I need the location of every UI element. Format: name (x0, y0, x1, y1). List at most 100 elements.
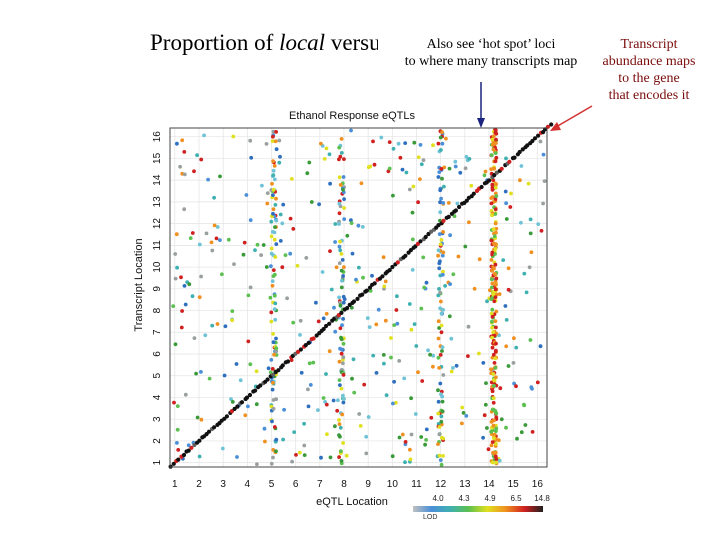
eqtl-point (439, 238, 444, 242)
eqtl-point (270, 139, 275, 144)
eqtl-point (255, 462, 259, 467)
eqtl-point (259, 253, 263, 257)
local-eqtl-point (280, 363, 285, 368)
eqtl-point (319, 455, 323, 460)
hotspot-arrow-head (477, 118, 485, 128)
eqtl-point (467, 220, 471, 225)
colorbar-tick: 4.3 (458, 494, 470, 503)
local-eqtl-point (517, 149, 522, 155)
eqtl-point (339, 351, 344, 356)
eqtl-point (416, 370, 420, 375)
eqtl-point (195, 415, 200, 420)
eqtl-point (232, 262, 236, 266)
eqtl-point (499, 417, 504, 422)
eqtl-point (292, 430, 297, 434)
eqtl-point (508, 205, 513, 209)
x-tick-label: 7 (317, 479, 323, 490)
eqtl-point (498, 386, 503, 391)
eqtl-point (407, 187, 412, 192)
eqtl-point (295, 263, 300, 268)
eqtl-point (437, 170, 442, 175)
eqtl-point (341, 294, 346, 299)
eqtl-point (339, 268, 344, 273)
eqtl-point (271, 406, 276, 411)
eqtl-point (429, 415, 434, 420)
eqtl-point (274, 346, 279, 351)
grid-lines (170, 128, 547, 467)
x-axis-label: eQTL Location (316, 496, 388, 508)
eqtl-point (440, 253, 445, 258)
eqtl-point (451, 366, 455, 370)
local-eqtl-point (464, 198, 469, 203)
eqtl-point (528, 217, 533, 222)
eqtl-point (466, 324, 471, 329)
eqtl-point (333, 222, 338, 226)
eqtl-point (222, 373, 227, 378)
eqtl-point (440, 409, 445, 414)
eqtl-point (298, 318, 303, 323)
eqtl-point (274, 218, 279, 223)
eqtl-point (407, 302, 412, 306)
local-eqtl-point (372, 281, 377, 286)
x-tick-label: 16 (532, 479, 544, 490)
eqtl-point (351, 357, 356, 362)
eqtl-point (341, 361, 345, 366)
eqtl-point (431, 353, 436, 358)
local-eqtl-point (265, 377, 270, 382)
eqtl-point (438, 200, 442, 205)
local-eqtl-point (532, 136, 538, 141)
eqtl-point (366, 415, 371, 419)
eqtl-point (490, 285, 494, 290)
eqtl-point (489, 311, 494, 316)
eqtl-point (338, 346, 342, 351)
y-tick-label: 14 (152, 174, 163, 186)
hotspot-note: Also see ‘hot spot’ loci to where many t… (382, 36, 600, 70)
eqtl-point (302, 443, 307, 448)
eqtl-point (317, 202, 321, 207)
eqtl-point (395, 321, 400, 326)
local-eqtl-point (423, 234, 428, 240)
eqtl-point (489, 380, 494, 385)
eqtl-point (444, 136, 448, 141)
eqtl-point (490, 307, 495, 312)
eqtl-point (482, 413, 487, 418)
eqtl-point (441, 230, 445, 234)
eqtl-point (178, 164, 183, 169)
eqtl-point (209, 240, 214, 245)
eqtl-point (421, 255, 426, 260)
x-tick-label: 12 (435, 479, 447, 490)
eqtl-point (494, 411, 499, 416)
eqtl-point (281, 202, 286, 207)
eqtl-point (436, 175, 441, 179)
x-tick-label: 10 (387, 479, 399, 490)
eqtl-point (522, 271, 527, 276)
eqtl-point (372, 162, 377, 167)
eqtl-point (338, 326, 343, 331)
eqtl-point (492, 418, 496, 423)
eqtl-point (241, 252, 246, 257)
eqtl-point (485, 426, 489, 430)
eqtl-point (437, 425, 442, 429)
eqtl-point (345, 233, 350, 238)
eqtl-point (413, 412, 418, 416)
eqtl-point (192, 336, 197, 340)
x-tick-label: 8 (341, 479, 347, 490)
eqtl-point (489, 238, 494, 243)
eqtl-point (265, 191, 270, 196)
eqtl-point (403, 440, 408, 444)
eqtl-point (410, 268, 415, 272)
local-eqtl-point (311, 336, 316, 341)
eqtl-point (451, 272, 456, 277)
eqtl-point (271, 211, 275, 216)
eqtl-point (321, 396, 326, 400)
local-eqtl-point (327, 321, 332, 326)
eqtl-point (212, 223, 217, 228)
eqtl-point (449, 369, 454, 374)
eqtl-point (442, 165, 447, 170)
eqtl-point (441, 436, 446, 441)
y-tick-label: 3 (152, 416, 163, 422)
eqtl-point (342, 397, 346, 401)
eqtl-point (456, 254, 461, 259)
eqtl-point (461, 411, 466, 415)
eqtl-point (254, 369, 259, 374)
